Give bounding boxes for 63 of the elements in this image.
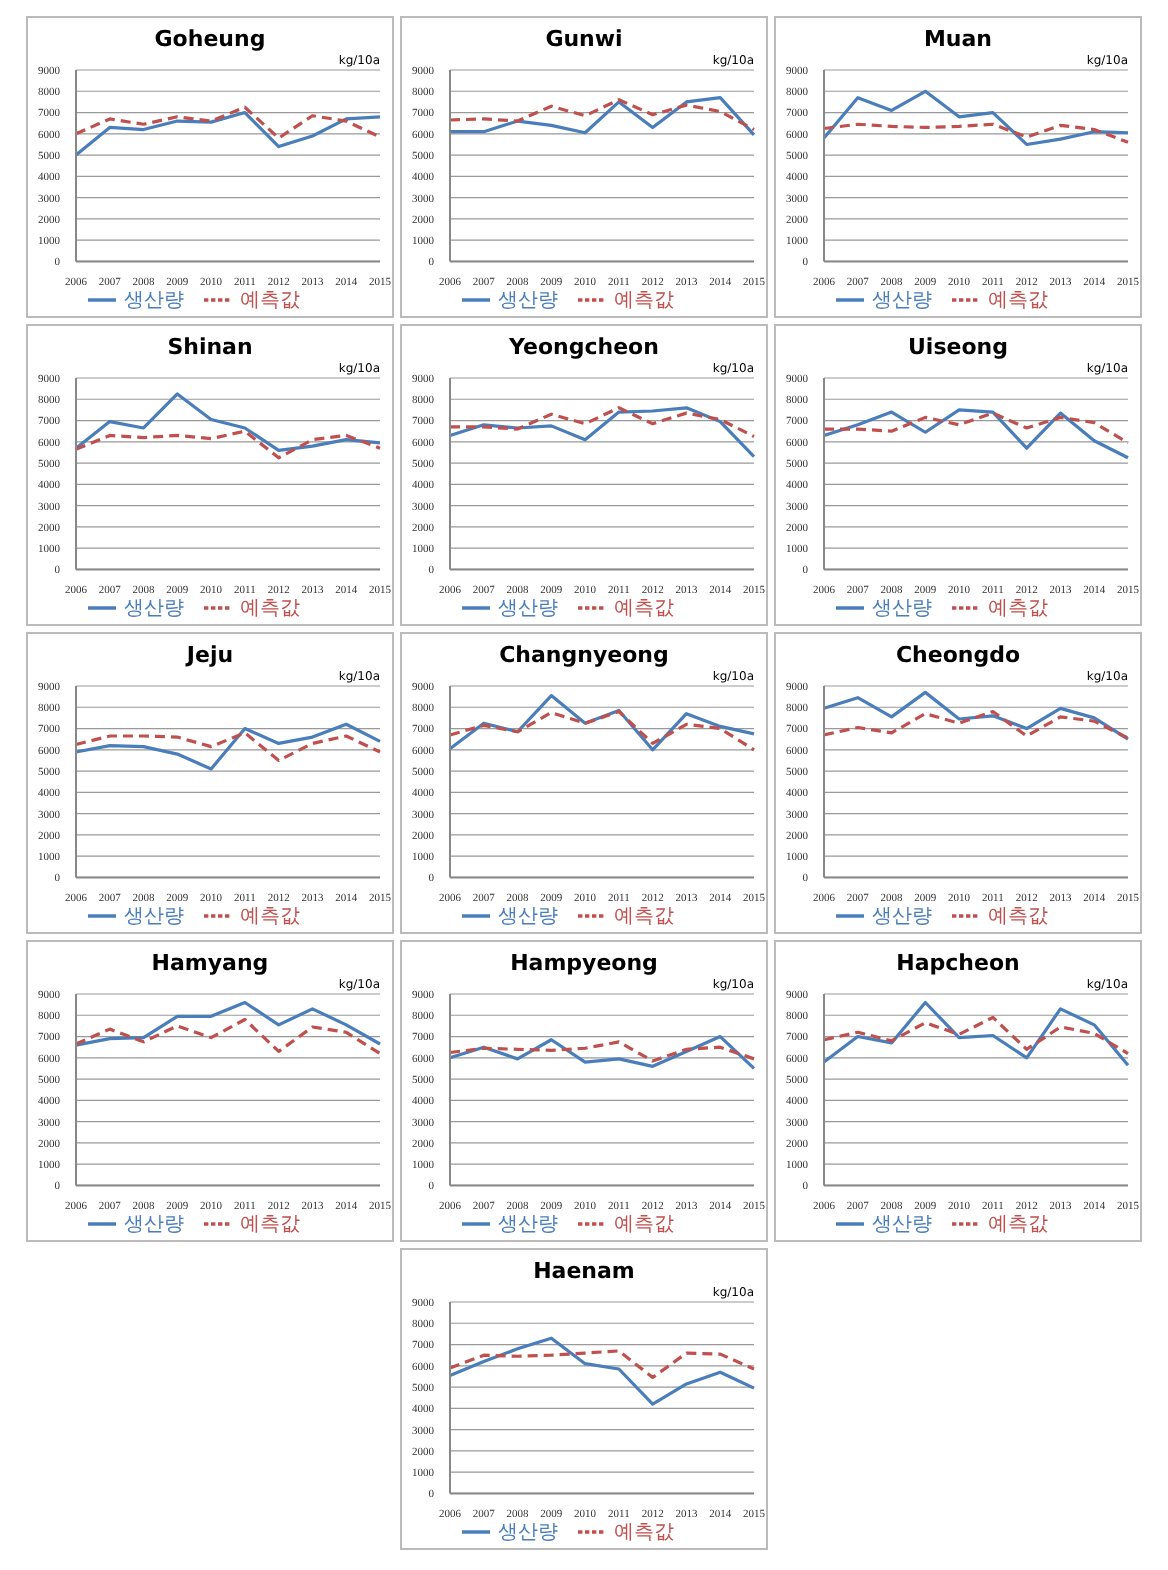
legend-label: 생산량 (124, 289, 184, 312)
line-series (74, 105, 382, 140)
legend-label: 예측값 (614, 1213, 674, 1236)
legend-label: 예측값 (240, 289, 300, 312)
line-series (74, 1000, 382, 1047)
line-series (822, 709, 1130, 740)
legend-label: 생산량 (872, 1213, 932, 1236)
chart-title: Hamyang (149, 950, 271, 978)
legend-label: 생산량 (498, 1521, 558, 1544)
legend-label: 예측값 (614, 905, 674, 928)
line-series (74, 1017, 382, 1056)
legend-label: 생산량 (872, 289, 932, 312)
line-series (448, 1040, 756, 1063)
line-series (74, 110, 382, 157)
line-series (74, 392, 382, 452)
legend-label: 생산량 (124, 597, 184, 620)
legend-label: 생산량 (124, 905, 184, 928)
chart-title: Goheung (152, 26, 268, 54)
chart-title: Yeongcheon (507, 334, 661, 362)
legend-label: 예측값 (240, 905, 300, 928)
legend-label: 예측값 (240, 597, 300, 620)
legend-label: 생산량 (872, 597, 932, 620)
line-series (74, 429, 382, 460)
legend-label: 생산량 (498, 597, 558, 620)
chart-title: Shinan (165, 334, 255, 362)
legend-label: 생산량 (498, 1213, 558, 1236)
legend-label: 생산량 (872, 905, 932, 928)
legend-label: 예측값 (240, 1213, 300, 1236)
legend-label: 예측값 (614, 597, 674, 620)
chart-title: Hapcheon (894, 950, 1022, 978)
line-series (822, 690, 1130, 741)
line-series (448, 693, 756, 752)
chart-title: Jeju (183, 642, 236, 670)
legend-label: 생산량 (124, 1213, 184, 1236)
chart-title: Gunwi (543, 26, 625, 54)
legend-label: 예측값 (988, 597, 1048, 620)
legend-label: 생산량 (498, 905, 558, 928)
line-series (74, 722, 382, 771)
legend-label: 예측값 (614, 289, 674, 312)
chart-title: Uiseong (906, 334, 1010, 362)
line-series (74, 731, 382, 763)
line-series (822, 408, 1130, 460)
line-series (448, 406, 756, 439)
line-series (822, 89, 1130, 147)
line-series (822, 411, 1130, 445)
line-series (448, 406, 756, 459)
line-series (448, 1034, 756, 1071)
legend-label: 예측값 (988, 1213, 1048, 1236)
legend-label: 예측값 (988, 289, 1048, 312)
chart-title: Cheongdo (893, 642, 1023, 670)
chart-title: Changnyeong (497, 642, 671, 670)
line-series (822, 1000, 1130, 1067)
chart-title: Hampyeong (508, 950, 660, 978)
line-series (822, 1015, 1130, 1056)
line-series (822, 122, 1130, 144)
line-series (448, 709, 756, 752)
chart-title: Muan (921, 26, 995, 54)
legend-label: 예측값 (614, 1521, 674, 1544)
line-series (448, 1349, 756, 1380)
legend-label: 예측값 (988, 905, 1048, 928)
legend-label: 생산량 (498, 289, 558, 312)
line-series (448, 1336, 756, 1406)
chart-title: Haenam (531, 1258, 637, 1286)
